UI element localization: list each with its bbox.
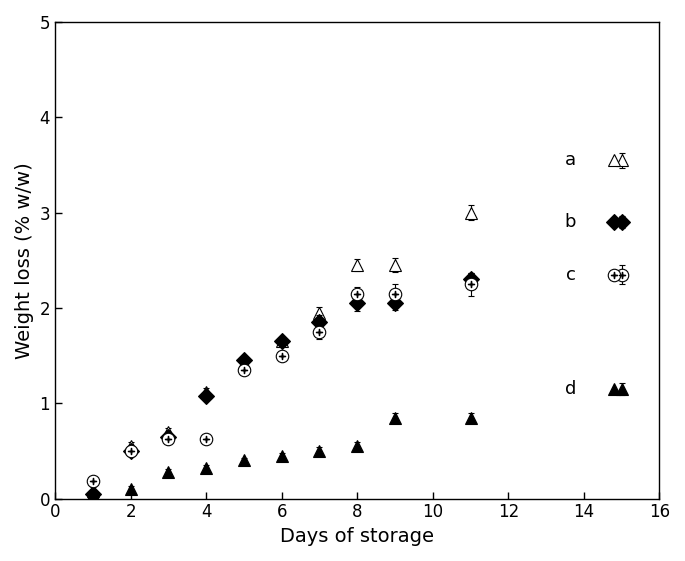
Y-axis label: Weight loss (% w/w): Weight loss (% w/w) <box>15 162 34 358</box>
X-axis label: Days of storage: Days of storage <box>280 527 434 546</box>
Text: b: b <box>565 213 576 231</box>
Text: a: a <box>565 151 576 169</box>
Text: c: c <box>566 265 576 284</box>
Text: d: d <box>565 380 576 398</box>
